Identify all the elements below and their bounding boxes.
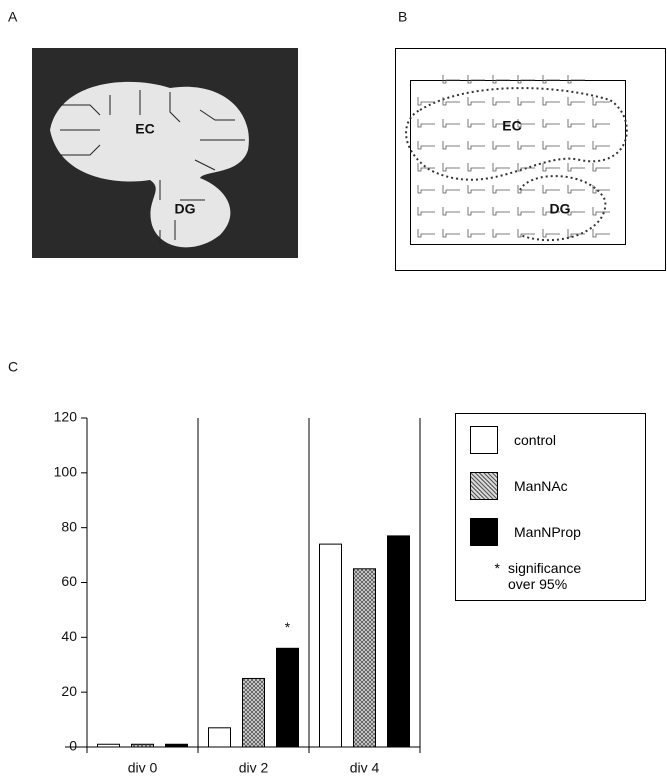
panel-label: C [8,359,18,375]
region-outline [406,88,627,180]
y-tick-label: 60 [61,573,77,589]
legend-swatch [470,472,498,500]
region-label: EC [502,118,521,134]
y-tick-label: 100 [54,464,78,480]
chart: A B C EC DG EC DG 0 20 40 60 80 100 120 div 0 di… [0,0,667,779]
y-tick-label: 80 [61,518,77,534]
panel-label: A [8,9,18,25]
traces [418,75,610,237]
legend: control ManNAc ManNProp * significance over … [455,413,646,601]
bar [132,744,154,747]
x-tick-label: div 2 [239,760,269,776]
legend-note: * significance over 95% [470,560,603,592]
significance-marker: * [470,560,500,576]
legend-entry: ManNProp [470,518,581,546]
y-tick-label: 20 [61,683,77,699]
legend-label: control [514,432,556,448]
bar [209,728,231,747]
bar [166,744,188,747]
bar [277,648,299,747]
y-tick-label: 40 [61,628,77,644]
significance-marker: * [285,619,291,635]
region-label: EC [135,121,154,137]
y-tick-label: 0 [69,738,77,754]
legend-entry: ManNAc [470,472,568,500]
bar [243,678,265,747]
legend-label: significance over 95% [508,560,603,592]
panel-label: B [398,9,407,25]
region-label: DG [550,201,571,217]
region-label: DG [175,201,196,217]
bar [354,569,376,747]
x-tick-label: div 0 [128,760,158,776]
bar [320,544,342,747]
legend-swatch [470,426,498,454]
figure: A B C EC DG EC DG 0 20 40 60 80 100 120 div 0 di… [0,0,667,779]
x-tick-label: div 4 [350,760,380,776]
bar [388,536,410,747]
legend-label: ManNAc [514,478,568,494]
bar [98,744,120,747]
legend-entry: control [470,426,556,454]
y-tick-label: 120 [54,409,78,425]
legend-label: ManNProp [514,524,581,540]
legend-swatch [470,518,498,546]
